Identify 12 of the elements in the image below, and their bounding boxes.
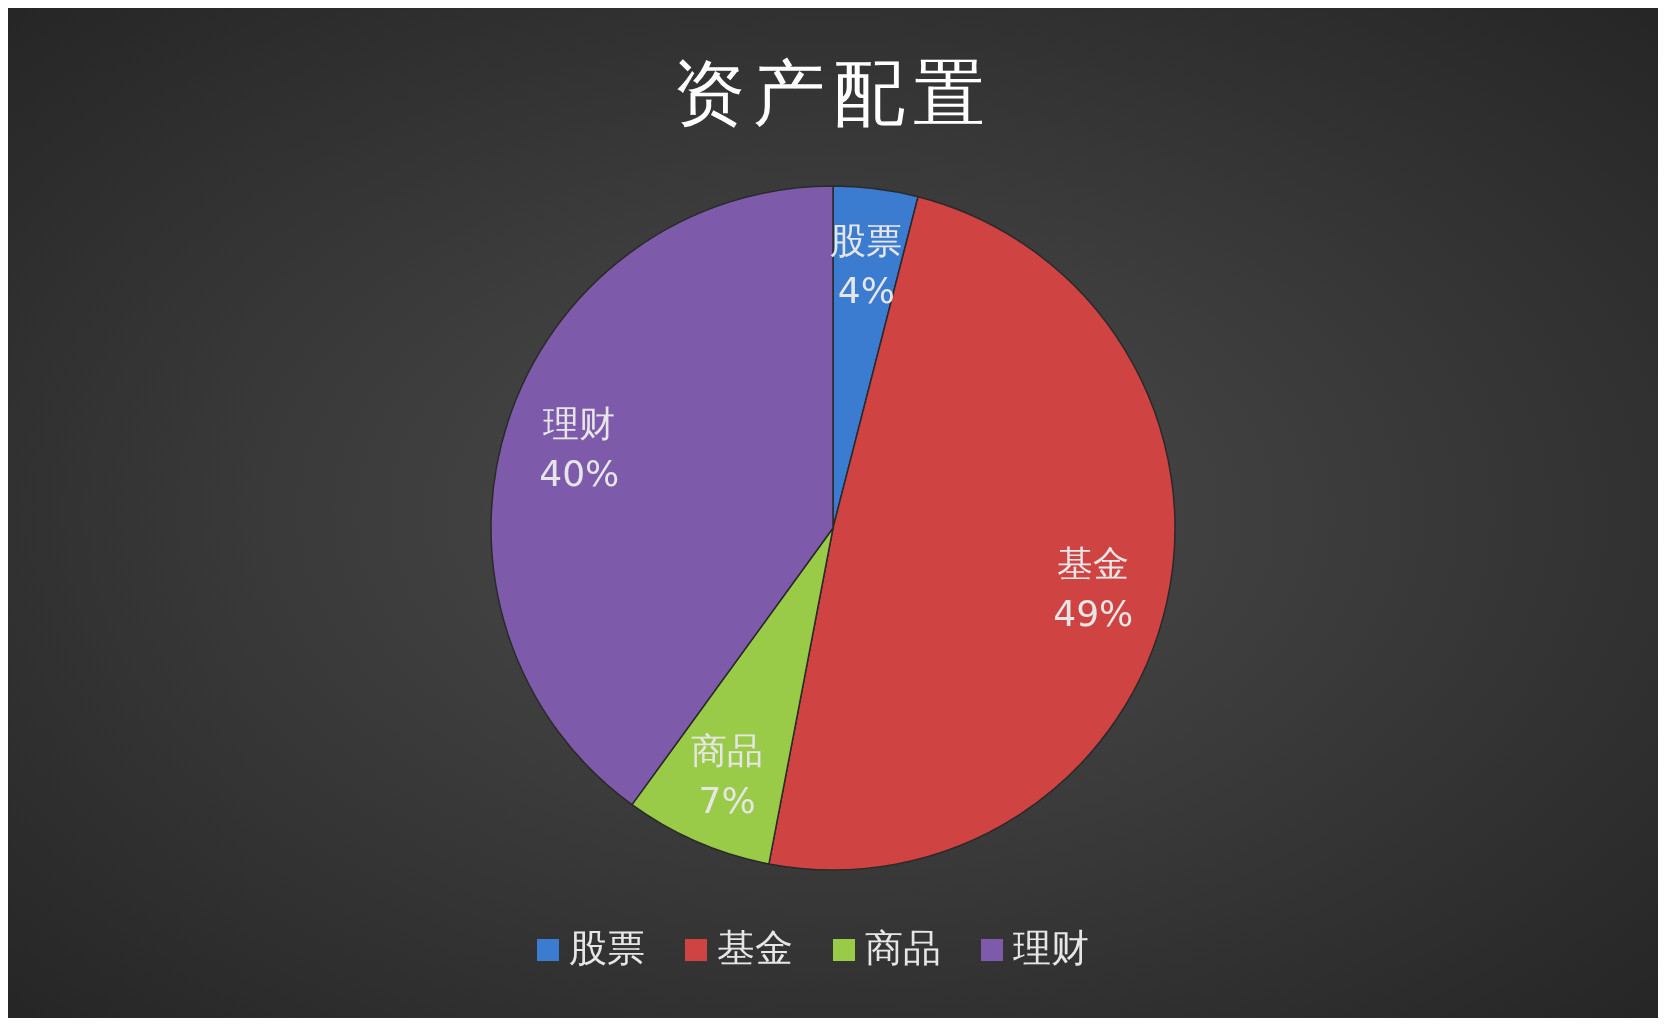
data-label: 7%: [698, 779, 756, 821]
slice-label: 基金: [1057, 543, 1130, 585]
slice-label: 基金: [717, 926, 793, 970]
legend-label: 理财: [1013, 926, 1089, 970]
data-label: 4%: [837, 270, 895, 312]
legend-label: 股票: [569, 926, 645, 970]
data-label: 40%: [539, 452, 620, 494]
slice-label: 理财: [543, 402, 616, 444]
legend-label: 商品: [865, 926, 941, 970]
slice-label: 商品: [691, 729, 764, 771]
chart-title: 资产配置: [673, 54, 993, 134]
data-label: 49%: [1053, 593, 1134, 635]
